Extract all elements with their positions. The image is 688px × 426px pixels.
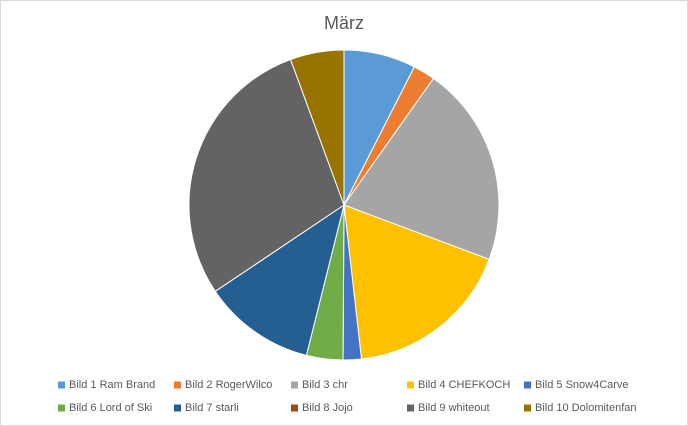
legend-label: Bild 4 CHEFKOCH — [418, 379, 510, 391]
legend-swatch — [174, 381, 181, 389]
legend-label: Bild 3 chr — [302, 379, 348, 391]
legend-swatch — [174, 404, 181, 412]
pie-slice — [343, 204, 490, 360]
chart-title: März — [324, 13, 364, 33]
legend-swatch — [291, 404, 298, 412]
legend-label: Bild 10 Dolomitenfan — [535, 402, 637, 414]
legend-swatch — [58, 381, 65, 389]
pie-slice — [188, 58, 345, 293]
legend-label: Bild 8 Jojo — [302, 402, 353, 414]
legend-label: Bild 5 Snow4Carve — [535, 379, 629, 391]
pie-slice — [214, 203, 345, 356]
legend-label: Bild 6 Lord of Ski — [69, 402, 152, 414]
pie-slice — [343, 77, 500, 260]
legend-swatch — [407, 381, 414, 389]
legend-label: Bild 9 whiteout — [418, 402, 490, 414]
legend-label: Bild 1 Ram Brand — [69, 379, 155, 391]
legend-swatch — [58, 404, 65, 412]
legend-swatch — [407, 404, 414, 412]
legend-swatch — [291, 381, 298, 389]
pie-slice — [289, 49, 345, 206]
legend-swatch — [524, 381, 531, 389]
legend-label: Bild 2 RogerWilco — [185, 379, 272, 391]
legend-label: Bild 7 starli — [185, 402, 239, 414]
legend-swatch — [524, 404, 531, 412]
